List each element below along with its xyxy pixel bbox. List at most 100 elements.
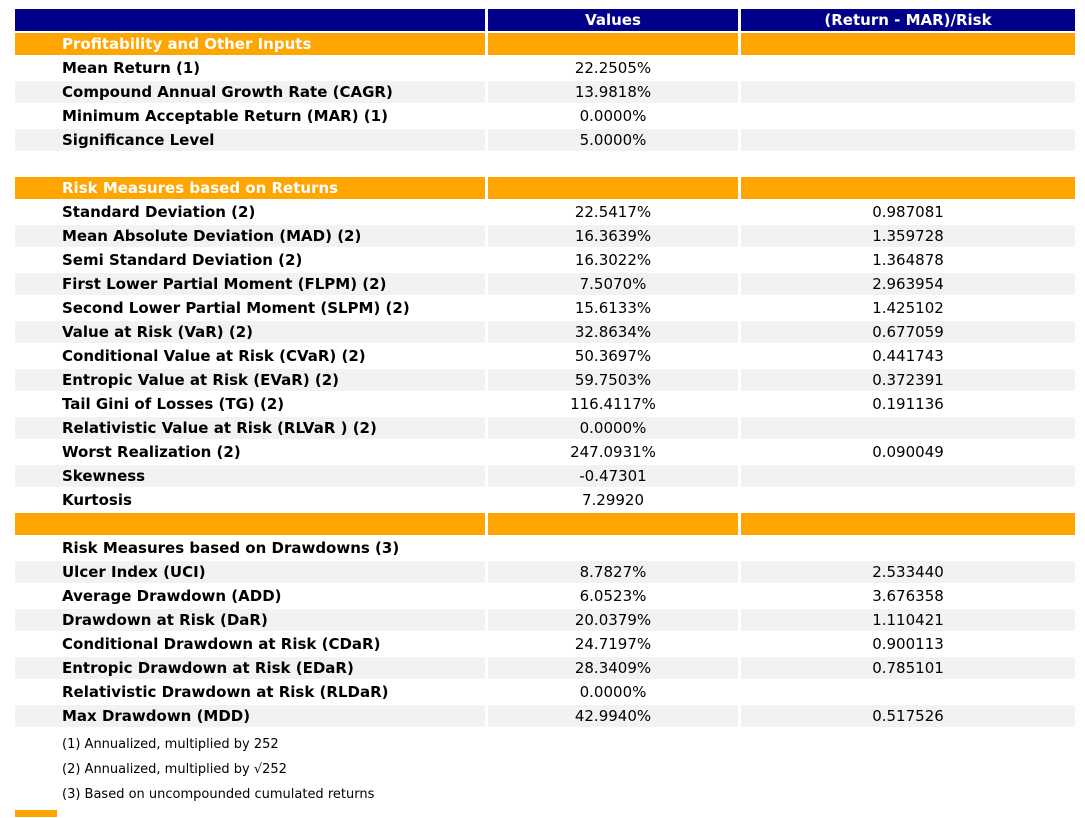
metric-value: 22.5417%	[574, 203, 652, 221]
metric-ratio: 1.110421	[741, 609, 1075, 631]
metric-label: Relativistic Value at Risk (RLVaR ) (2)	[15, 417, 485, 439]
metric-ratio	[741, 81, 1075, 103]
metric-ratio	[741, 417, 1075, 439]
metric-value: 28.3409%	[488, 657, 738, 679]
metric-value: 32.8634%	[488, 321, 738, 343]
metric-ratio	[741, 489, 1075, 511]
metric-row: Conditional Drawdown at Risk (CDaR) 24.71…	[15, 633, 1075, 655]
metric-row: Mean Absolute Deviation (MAD) (2) 16.3639…	[15, 225, 1075, 247]
metric-ratio: 1.364878	[872, 251, 944, 269]
metric-label: Compound Annual Growth Rate (CAGR)	[15, 81, 485, 103]
metric-ratio: 2.963954	[741, 273, 1075, 295]
metric-ratio	[741, 57, 1075, 79]
metric-label: Conditional Value at Risk (CVaR) (2)	[62, 347, 366, 365]
metric-label: Max Drawdown (MDD)	[15, 705, 485, 727]
metric-label: Semi Standard Deviation (2)	[62, 251, 303, 269]
metric-label: Relativistic Drawdown at Risk (RLDaR)	[62, 683, 389, 701]
metric-row: Mean Return (1) 22.2505%	[15, 57, 1075, 79]
metric-label: Mean Return (1)	[62, 59, 201, 77]
metric-row: Max Drawdown (MDD) 42.9940% 0.517526	[15, 705, 1075, 727]
section-cell	[741, 33, 1075, 55]
metric-ratio: 0.785101	[741, 657, 1075, 679]
metric-value: 42.9940%	[488, 705, 738, 727]
metric-row: Significance Level 5.0000%	[15, 129, 1075, 151]
metric-row: Relativistic Value at Risk (RLVaR ) (2) 0…	[15, 417, 1075, 439]
metric-ratio	[741, 129, 1075, 151]
metric-row: Risk Measures based on Drawdowns (3)	[15, 537, 1075, 559]
footnotes: (1) Annualized, multiplied by 252 (2) Ann…	[12, 732, 1085, 807]
metric-row: Value at Risk (VaR) (2) 32.8634% 0.677059	[15, 321, 1075, 343]
metric-value: 8.7827%	[488, 561, 738, 583]
section-cell	[488, 513, 738, 535]
metric-ratio: 0.372391	[741, 369, 1075, 391]
metric-ratio: 0.090049	[872, 443, 944, 461]
metric-ratio: 0.987081	[872, 203, 944, 221]
metric-label: Kurtosis	[62, 491, 132, 509]
metric-label: Significance Level	[15, 129, 485, 151]
metric-label: Conditional Drawdown at Risk (CDaR)	[62, 635, 381, 653]
metric-row: Relativistic Drawdown at Risk (RLDaR) 0.0…	[15, 681, 1075, 703]
metric-label: Value at Risk (VaR) (2)	[15, 321, 485, 343]
section-title: Risk Measures based on Returns	[15, 177, 485, 199]
metric-label: Worst Realization (2)	[62, 443, 241, 461]
metrics-table: Values (Return - MAR)/Risk Profitability…	[12, 7, 1078, 729]
metric-ratio: 0.441743	[872, 347, 944, 365]
metric-label: Risk Measures based on Drawdowns (3)	[62, 539, 400, 557]
metric-value: 22.2505%	[574, 59, 652, 77]
metric-label: Second Lower Partial Moment (SLPM) (2)	[62, 299, 410, 317]
section-cell	[488, 177, 738, 199]
metric-row: Drawdown at Risk (DaR) 20.0379% 1.110421	[15, 609, 1075, 631]
metric-value: 16.3639%	[488, 225, 738, 247]
metric-value: 0.0000%	[579, 683, 647, 701]
metric-value: 15.6133%	[574, 299, 652, 317]
metric-row: Conditional Value at Risk (CVaR) (2) 50.3…	[15, 345, 1075, 367]
metric-value: 50.3697%	[574, 347, 652, 365]
metric-row: Compound Annual Growth Rate (CAGR) 13.981…	[15, 81, 1075, 103]
metric-label: Ulcer Index (UCI)	[15, 561, 485, 583]
metric-value	[488, 537, 738, 559]
metric-row: Second Lower Partial Moment (SLPM) (2) 15…	[15, 297, 1075, 319]
metric-value: 247.0931%	[570, 443, 656, 461]
metric-value: -0.47301	[488, 465, 738, 487]
metric-ratio: 1.425102	[872, 299, 944, 317]
metric-row: Ulcer Index (UCI) 8.7827% 2.533440	[15, 561, 1075, 583]
metric-label: Entropic Value at Risk (EVaR) (2)	[15, 369, 485, 391]
metric-ratio	[741, 681, 1075, 703]
metric-value: 13.9818%	[488, 81, 738, 103]
metric-label: Minimum Acceptable Return (MAR) (1)	[62, 107, 388, 125]
metric-row: Average Drawdown (ADD) 6.0523% 3.676358	[15, 585, 1075, 607]
metric-value: 7.5070%	[488, 273, 738, 295]
metric-row: Semi Standard Deviation (2) 16.3022% 1.364…	[15, 249, 1075, 271]
metric-value: 6.0523%	[579, 587, 647, 605]
spacer-cell	[488, 153, 738, 175]
metric-value: 59.7503%	[488, 369, 738, 391]
metric-ratio	[741, 105, 1075, 127]
table-header-row: Values (Return - MAR)/Risk	[15, 9, 1075, 31]
metric-ratio: 0.677059	[741, 321, 1075, 343]
metric-value: 24.7197%	[574, 635, 652, 653]
metric-ratio: 2.533440	[741, 561, 1075, 583]
metric-ratio: 0.517526	[741, 705, 1075, 727]
metric-value: 0.0000%	[488, 417, 738, 439]
footnote: (1) Annualized, multiplied by 252	[62, 737, 279, 752]
ratio-column-header: (Return - MAR)/Risk	[741, 9, 1075, 31]
metric-ratio: 0.900113	[872, 635, 944, 653]
metric-row: First Lower Partial Moment (FLPM) (2) 7.5…	[15, 273, 1075, 295]
metric-label: Tail Gini of Losses (TG) (2)	[62, 395, 285, 413]
section-title: Profitability and Other Inputs	[15, 33, 485, 55]
section-title	[15, 513, 485, 535]
metric-row: Kurtosis 7.29920	[15, 489, 1075, 511]
section-cell	[741, 177, 1075, 199]
metric-row: Standard Deviation (2) 22.5417% 0.987081	[15, 201, 1075, 223]
metric-label: First Lower Partial Moment (FLPM) (2)	[15, 273, 485, 295]
spacer-row	[15, 153, 1075, 175]
metric-label: Standard Deviation (2)	[62, 203, 256, 221]
table-body: Values (Return - MAR)/Risk Profitability…	[15, 9, 1075, 727]
metric-ratio	[741, 537, 1075, 559]
metric-row: Entropic Drawdown at Risk (EDaR) 28.3409%…	[15, 657, 1075, 679]
metric-label: Skewness	[15, 465, 485, 487]
empty-header-cell	[15, 9, 485, 31]
metric-label: Average Drawdown (ADD)	[62, 587, 282, 605]
footnote: (2) Annualized, multiplied by √252	[62, 762, 287, 777]
